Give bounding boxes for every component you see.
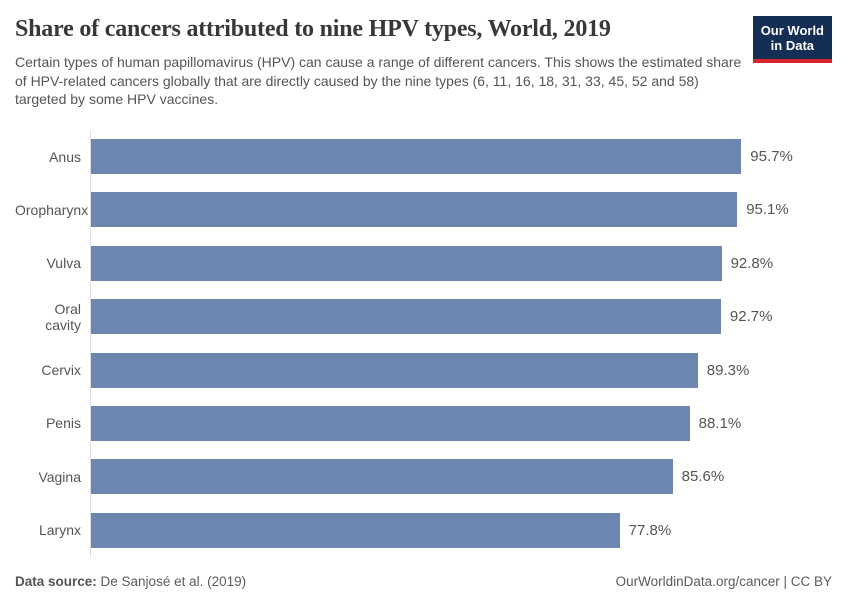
- value-label: 92.7%: [729, 308, 773, 326]
- bar-area: 95.1%: [90, 183, 832, 237]
- category-label: Penis: [45, 415, 81, 432]
- bar[interactable]: [91, 405, 690, 441]
- value-label: 77.8%: [628, 521, 672, 539]
- category-label: Cervix: [41, 362, 81, 379]
- chart-row: Cervix 89.3%: [15, 343, 832, 397]
- bar-area: 92.8%: [90, 236, 832, 290]
- value-label: 89.3%: [706, 361, 750, 379]
- bar-area: 85.6%: [90, 450, 832, 504]
- category-label: Oral cavity: [45, 300, 81, 333]
- header: Share of cancers attributed to nine HPV …: [15, 14, 832, 109]
- category-label: Larynx: [38, 522, 81, 539]
- chart-row: Larynx 77.8%: [15, 503, 832, 557]
- data-source: Data source: De Sanjosé et al. (2019): [15, 574, 246, 589]
- bar-area: 88.1%: [90, 396, 832, 451]
- bar[interactable]: [91, 139, 742, 175]
- bar-area: 95.7%: [90, 129, 832, 184]
- category-label: Vulva: [46, 255, 81, 272]
- value-label: 95.7%: [750, 148, 793, 166]
- chart-row: Oral cavity 92.7%: [15, 290, 832, 344]
- bar[interactable]: [91, 299, 721, 335]
- chart-row: Anus 95.7%: [15, 129, 832, 184]
- bar[interactable]: [91, 192, 738, 228]
- value-label: 88.1%: [698, 414, 742, 432]
- data-source-value: De Sanjosé et al. (2019): [96, 573, 247, 589]
- bar[interactable]: [91, 512, 620, 548]
- chart-row: Penis 88.1%: [15, 396, 832, 451]
- value-label: 92.8%: [730, 254, 774, 272]
- bar[interactable]: [91, 352, 698, 388]
- credit-link[interactable]: OurWorldinData.org/cancer | CC BY: [615, 573, 832, 589]
- value-label: 85.6%: [681, 468, 725, 486]
- bar[interactable]: [91, 245, 722, 281]
- category-label: Anus: [49, 148, 81, 165]
- category-label: Vagina: [38, 468, 81, 485]
- bar-chart: Anus 95.7% Oropharynx 95.1% Vulva 92.8% …: [15, 129, 832, 557]
- chart-row: Vagina 85.6%: [15, 450, 832, 504]
- chart-row: Oropharynx 95.1%: [15, 183, 832, 237]
- footer: Data source: De Sanjosé et al. (2019) Ou…: [15, 574, 832, 589]
- bar-area: 77.8%: [90, 503, 832, 557]
- logo-line-1: Our World: [760, 23, 824, 38]
- bar[interactable]: [91, 459, 673, 495]
- data-source-label: Data source:: [15, 573, 97, 589]
- bar-area: 89.3%: [90, 343, 832, 397]
- bar-area: 92.7%: [90, 290, 832, 344]
- logo-line-2: in Data: [770, 38, 815, 54]
- chart-row: Vulva 92.8%: [15, 236, 832, 290]
- page-title: Share of cancers attributed to nine HPV …: [15, 16, 611, 42]
- header-text: Share of cancers attributed to nine HPV …: [15, 14, 743, 109]
- category-label: Oropharynx: [15, 201, 89, 218]
- chart-subtitle: Certain types of human papillomavirus (H…: [15, 54, 742, 108]
- owid-logo[interactable]: Our World in Data: [752, 16, 832, 63]
- value-label: 95.1%: [746, 201, 789, 219]
